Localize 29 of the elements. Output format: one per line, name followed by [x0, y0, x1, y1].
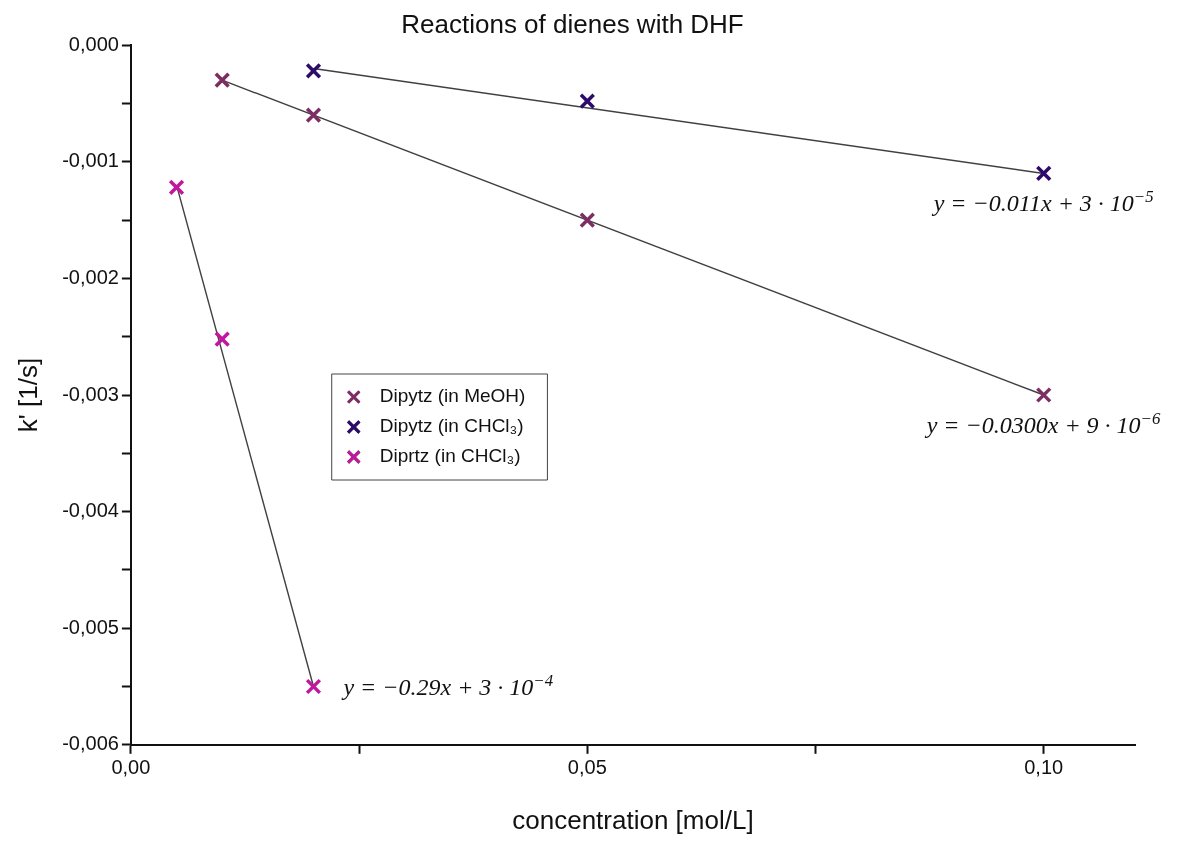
y-tick-label: -0,001 [62, 149, 119, 172]
annotation: y = −0.29x + 3 · 10$^{−4}$ [343, 670, 554, 702]
y-tick-label: -0,004 [62, 499, 119, 522]
legend-label: Diprtz (in CHCl₃) [379, 445, 521, 467]
point [579, 93, 596, 110]
point [305, 678, 322, 695]
y-axis-title: k' [1/s] [12, 357, 43, 433]
point [168, 179, 185, 196]
x-axis-title: concentration [mol/L] [512, 804, 754, 835]
y-tick-label: -0,005 [62, 615, 119, 638]
x-tick-label: 0,05 [567, 756, 607, 779]
point [1035, 165, 1052, 182]
y-tick-label: -0,003 [62, 382, 119, 405]
annotation: y = −0.0300x + 9 · 10$^{−6}$ [926, 409, 1161, 440]
point [579, 211, 596, 229]
y-tick-label: 0,000 [68, 32, 119, 55]
x-tick-label: 0,00 [111, 756, 151, 779]
point [214, 330, 231, 348]
chart-title: Reactions of dienes with DHF [401, 8, 744, 39]
point [305, 107, 322, 124]
y-tick-label: -0,002 [62, 265, 119, 288]
point [305, 62, 322, 79]
y-tick-label: -0,006 [62, 732, 119, 755]
point [214, 72, 231, 89]
point [1035, 386, 1052, 404]
x-tick-label: 0,10 [1024, 756, 1064, 779]
legend-label: Dipytz (in CHCl₃) [379, 415, 524, 437]
annotation: y = −0.011x + 3 · 10$^{−5}$ [933, 187, 1154, 219]
legend-label: Dipytz (in MeOH) [379, 385, 526, 407]
